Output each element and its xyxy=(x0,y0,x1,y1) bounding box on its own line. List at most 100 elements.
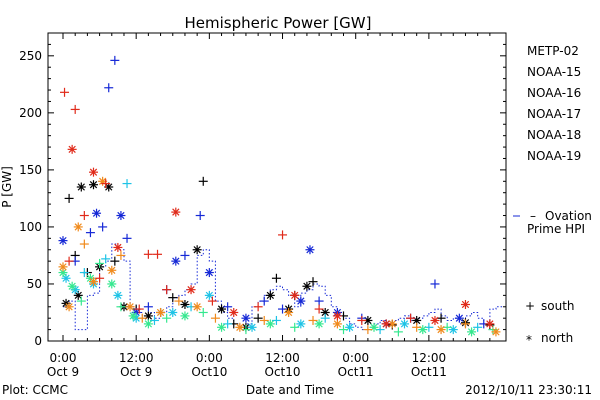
data-point-noaa-16 xyxy=(296,319,306,329)
data-point-noaa-17 xyxy=(290,322,300,332)
data-point-noaa-18 xyxy=(235,322,245,332)
data-point-noaa-19 xyxy=(290,290,300,300)
data-point-noaa-15 xyxy=(278,304,288,314)
ovation-legend-label: Ovation xyxy=(545,209,592,223)
data-point-metp-02 xyxy=(76,182,86,192)
x-tick-label-date: Oct10 xyxy=(191,365,227,379)
data-point-metp-02 xyxy=(143,311,153,321)
plot-frame xyxy=(47,32,507,342)
y-tick-label: 250 xyxy=(19,49,42,63)
data-point-noaa-17 xyxy=(393,327,403,337)
data-point-noaa-15 xyxy=(314,296,324,306)
data-point-noaa-19 xyxy=(278,230,288,240)
data-point-noaa-15 xyxy=(180,250,190,260)
y-axis: 0 50 100 150 200 250 xyxy=(19,32,506,348)
data-point-noaa-18 xyxy=(64,302,74,312)
plot-timestamp: 2012/10/11 23:30:11 xyxy=(465,383,592,397)
y-tick-label: 100 xyxy=(19,220,42,234)
data-point-noaa-15 xyxy=(122,233,132,243)
data-point-noaa-19 xyxy=(207,296,217,306)
data-point-metp-02 xyxy=(302,281,312,291)
data-point-metp-02 xyxy=(64,193,74,203)
data-point-noaa-16 xyxy=(168,307,178,317)
x-tick-label-time: 12:00 xyxy=(412,351,447,365)
data-point-noaa-15 xyxy=(58,236,68,246)
chart-title: Hemispheric Power [GW] xyxy=(185,14,372,32)
data-point-noaa-18 xyxy=(156,307,166,317)
data-point-noaa-17 xyxy=(314,319,324,329)
x-axis-title: Date and Time xyxy=(246,383,334,397)
legend-item-noaa-19: NOAA-19 xyxy=(527,149,581,163)
y-tick-label: 0 xyxy=(34,334,42,348)
north-marker-label: north xyxy=(541,331,573,345)
data-point-noaa-16 xyxy=(101,254,111,264)
data-point-noaa-19 xyxy=(253,302,263,312)
data-point-metp-02 xyxy=(110,256,120,266)
data-point-noaa-17 xyxy=(116,302,126,312)
data-point-noaa-18 xyxy=(363,325,373,335)
data-point-noaa-15 xyxy=(110,55,120,65)
data-point-noaa-15 xyxy=(305,245,315,255)
data-point-metp-02 xyxy=(320,307,330,317)
legend: METP-02 NOAA-15 NOAA-16 NOAA-17 NOAA-18 NOAA-… xyxy=(527,44,581,163)
data-point-metp-02 xyxy=(253,313,263,323)
data-point-noaa-19 xyxy=(460,299,470,309)
x-tick-label-date: Oct11 xyxy=(338,365,374,379)
data-point-noaa-17 xyxy=(265,319,275,329)
south-marker-label: south xyxy=(541,299,575,313)
x-tick-label-time: 0:00 xyxy=(50,351,77,365)
data-point-metp-02 xyxy=(271,273,281,283)
data-point-noaa-15 xyxy=(296,296,306,306)
data-point-noaa-19 xyxy=(88,167,98,177)
data-point-noaa-15 xyxy=(195,211,205,221)
data-point-noaa-15 xyxy=(85,228,95,238)
data-point-noaa-15 xyxy=(259,296,269,306)
data-point-noaa-16 xyxy=(320,313,330,323)
legend-item-noaa-16: NOAA-16 xyxy=(527,86,581,100)
data-point-noaa-19 xyxy=(143,249,153,259)
data-point-noaa-15 xyxy=(223,302,233,312)
data-point-noaa-17 xyxy=(198,307,208,317)
data-point-noaa-16 xyxy=(113,290,123,300)
ovation-legend-dash: – xyxy=(530,209,536,223)
data-point-noaa-18 xyxy=(79,239,89,249)
data-point-noaa-17 xyxy=(67,281,77,291)
x-tick-label-time: 0:00 xyxy=(342,351,369,365)
legend-item-metp-02: METP-02 xyxy=(527,44,579,58)
x-tick-label-date: Oct 9 xyxy=(47,365,79,379)
data-point-noaa-15 xyxy=(116,211,126,221)
data-point-metp-02 xyxy=(88,180,98,190)
data-point-noaa-17 xyxy=(128,311,138,321)
x-tick-label-date: Oct11 xyxy=(411,365,447,379)
data-point-noaa-18 xyxy=(491,327,501,337)
legend-item-noaa-18: NOAA-18 xyxy=(527,128,581,142)
data-point-noaa-19 xyxy=(153,249,163,259)
data-point-noaa-19 xyxy=(101,179,111,189)
data-point-noaa-18 xyxy=(125,302,135,312)
data-point-noaa-17 xyxy=(76,296,86,306)
data-point-noaa-18 xyxy=(174,296,184,306)
y-tick-label: 150 xyxy=(19,163,42,177)
data-point-noaa-18 xyxy=(308,315,318,325)
data-point-noaa-19 xyxy=(162,285,172,295)
data-point-metp-02 xyxy=(180,299,190,309)
north-marker-symbol: * xyxy=(526,333,532,347)
x-tick-label-time: 12:00 xyxy=(119,351,154,365)
data-point-noaa-17 xyxy=(95,258,105,268)
data-point-noaa-17 xyxy=(418,325,428,335)
data-point-noaa-16 xyxy=(345,322,355,332)
data-point-noaa-16 xyxy=(223,319,233,329)
ovation-legend: – Ovation Prime HPI xyxy=(513,209,592,236)
data-point-metp-02 xyxy=(217,304,227,314)
data-point-noaa-19 xyxy=(186,285,196,295)
data-point-noaa-19 xyxy=(430,315,440,325)
data-point-noaa-17 xyxy=(369,322,379,332)
data-point-metp-02 xyxy=(308,277,318,287)
ovation-line xyxy=(63,243,503,331)
legend-item-noaa-15: NOAA-15 xyxy=(527,65,581,79)
data-point-noaa-17 xyxy=(143,319,153,329)
data-point-noaa-15 xyxy=(98,222,108,232)
data-point-noaa-19 xyxy=(67,144,77,154)
